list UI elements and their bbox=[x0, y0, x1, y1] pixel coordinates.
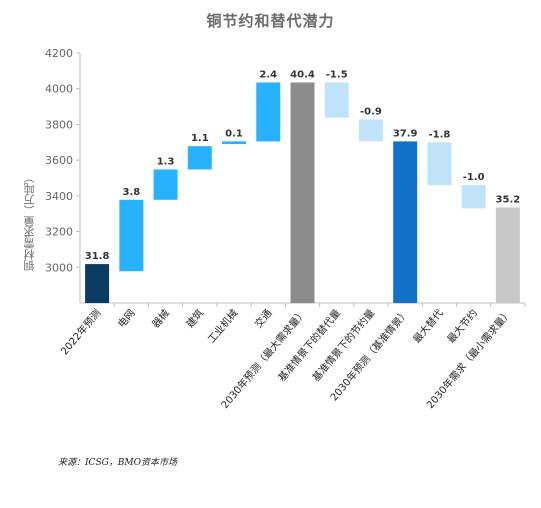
data-label-background bbox=[289, 67, 316, 81]
data-label-background bbox=[186, 131, 213, 145]
bar bbox=[324, 82, 349, 118]
data-label-background bbox=[392, 126, 419, 140]
data-label: 2.4 bbox=[259, 69, 277, 80]
bar bbox=[119, 199, 144, 272]
bar bbox=[461, 185, 486, 209]
category-label: 交通 bbox=[252, 307, 275, 331]
data-label-background bbox=[84, 249, 111, 263]
chart-title: 铜节约和替代潜力 bbox=[206, 12, 335, 30]
bar bbox=[290, 82, 315, 303]
y-tick-label: 3600 bbox=[45, 154, 73, 167]
bar bbox=[187, 146, 212, 170]
data-label-background bbox=[357, 104, 384, 118]
bar bbox=[393, 141, 418, 303]
y-tick-label: 3400 bbox=[45, 190, 73, 203]
category-label: 最大节约 bbox=[444, 307, 480, 346]
data-label: -1.8 bbox=[428, 129, 450, 140]
data-label-background bbox=[152, 154, 179, 168]
category-label: 基准情景下的替代量 bbox=[275, 307, 343, 384]
bar bbox=[256, 82, 281, 142]
bar bbox=[85, 264, 110, 303]
y-tick-label: 3800 bbox=[45, 118, 73, 131]
category-label: 工业机械 bbox=[205, 307, 241, 346]
category-label: 电网 bbox=[115, 307, 138, 331]
category-label: 器械 bbox=[149, 307, 172, 331]
data-label-background bbox=[426, 127, 453, 141]
data-label-background bbox=[494, 192, 521, 206]
data-label: 1.1 bbox=[191, 133, 209, 144]
data-label: 35.2 bbox=[496, 194, 521, 205]
data-label-background bbox=[460, 170, 487, 184]
category-label: 2022年预测 bbox=[58, 307, 104, 358]
bar bbox=[153, 169, 178, 200]
y-tick-label: 4200 bbox=[45, 47, 73, 60]
data-label: 1.3 bbox=[157, 156, 175, 167]
category-label: 基准情景下的节约量 bbox=[309, 307, 377, 384]
data-label-background bbox=[118, 184, 145, 198]
data-label-background bbox=[323, 67, 350, 81]
data-label: -1.0 bbox=[463, 172, 485, 183]
category-label: 最大替代 bbox=[410, 307, 446, 346]
bar bbox=[222, 141, 247, 145]
bar bbox=[358, 119, 383, 142]
data-label: 40.4 bbox=[290, 69, 315, 80]
bar bbox=[495, 207, 520, 303]
data-label: -0.9 bbox=[360, 106, 382, 117]
data-label: 3.8 bbox=[122, 187, 140, 198]
data-label-background bbox=[255, 67, 282, 81]
source-note: 来源：ICSG，BMO资本市场 bbox=[58, 458, 178, 468]
bar bbox=[427, 142, 452, 186]
data-label: 31.8 bbox=[85, 251, 110, 262]
category-label: 建筑 bbox=[183, 307, 206, 331]
data-label: 37.9 bbox=[393, 128, 418, 139]
data-label: 0.1 bbox=[225, 128, 243, 139]
data-label-background bbox=[221, 126, 248, 140]
y-tick-label: 3200 bbox=[45, 226, 73, 239]
y-tick-label: 3000 bbox=[45, 261, 73, 274]
data-label: -1.5 bbox=[326, 69, 348, 80]
y-tick-label: 4000 bbox=[45, 83, 73, 96]
